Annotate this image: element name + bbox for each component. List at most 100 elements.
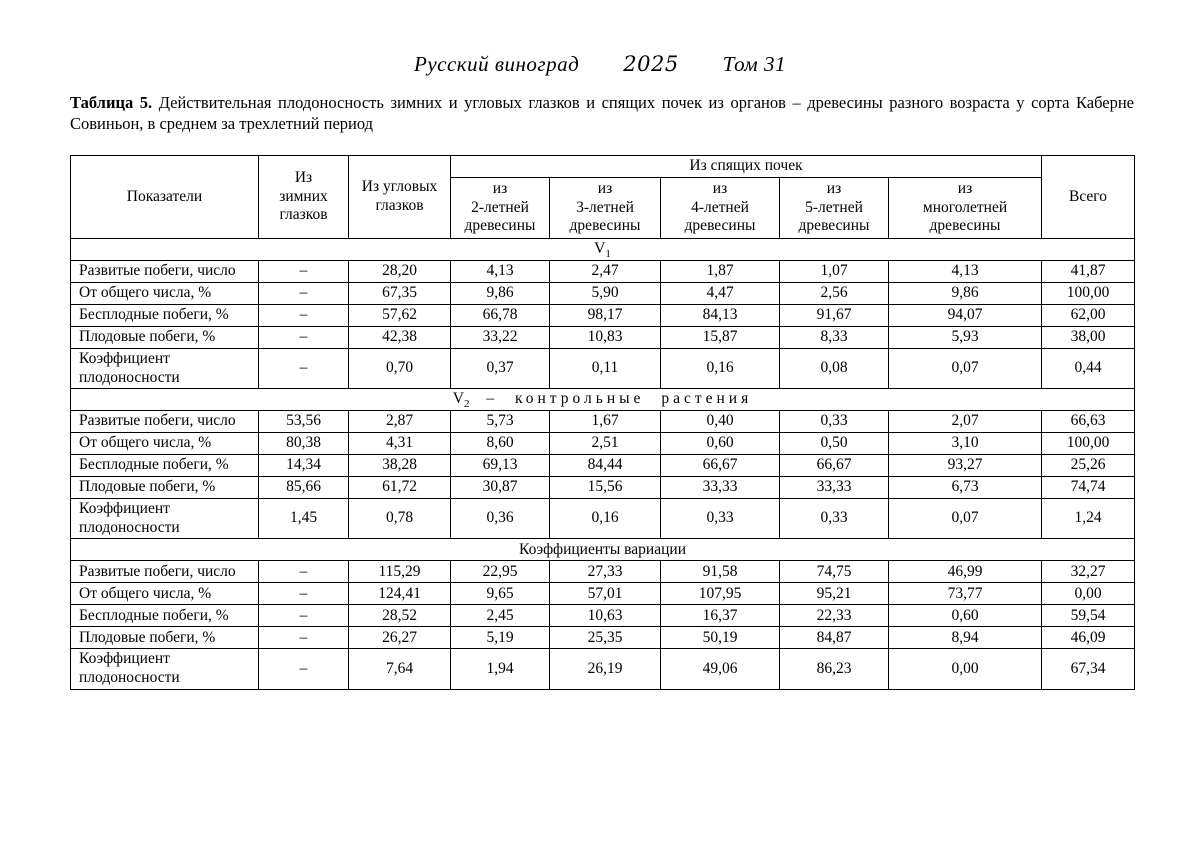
value-cell: 107,95 [660,582,780,606]
value-cell: 10,63 [549,604,661,628]
value-cell: 0,00 [887,648,1043,690]
value-cell: 100,00 [1041,432,1136,456]
value-cell: 94,07 [887,304,1043,327]
value-cell: 66,63 [1041,410,1136,434]
value-cell: 1,07 [779,260,889,283]
value-cell: 61,72 [348,476,451,500]
value-cell: 2,87 [348,410,451,434]
value-cell: 0,70 [348,347,451,390]
value-cell: 6,73 [887,476,1043,500]
value-cell: 59,54 [1041,604,1136,628]
value-cell: 74,75 [779,560,889,584]
section-heading-subscript: 2 [464,398,470,411]
value-cell: 22,95 [450,560,550,584]
value-cell: 4,13 [450,260,550,283]
value-cell: 41,87 [1041,260,1136,283]
value-cell: 2,45 [450,604,550,628]
row-label: Плодовые побеги, % [70,626,259,650]
col-header-indicators: Показатели [70,155,259,239]
value-cell: 1,45 [258,498,349,540]
value-cell: 0,78 [348,498,451,540]
row-label: Плодовые побеги, % [70,476,259,500]
journal-title: Русский виноград [414,52,580,76]
value-cell: 33,33 [779,476,889,500]
section-heading-subscript: 1 [605,248,611,261]
value-cell: – [258,648,349,690]
value-cell: 9,86 [450,282,550,305]
value-cell: 84,13 [660,304,780,327]
section-heading: V2 – контрольные растения [69,388,1136,412]
value-cell: 26,19 [549,648,661,690]
value-cell: 26,27 [348,626,451,650]
row-label: Бесплодные побеги, % [70,454,259,478]
table-row: Коэффициент плодоносности –7,64 1,94 26,19 4… [70,648,1136,690]
table-caption-label: Таблица 5. [70,93,153,112]
value-cell: 14,34 [258,454,349,478]
value-cell: – [258,604,349,628]
value-cell: 25,35 [549,626,661,650]
value-cell: 93,27 [887,454,1043,478]
value-cell: 1,94 [450,648,550,690]
value-cell: 86,23 [779,648,889,690]
value-cell: 16,37 [660,604,780,628]
value-cell: 32,27 [1041,560,1136,584]
value-cell: 9,86 [887,282,1043,305]
value-cell: 57,62 [348,304,451,327]
col-header-wood-5yr: из 5-летней древесины [779,177,889,239]
section-heading-base: V [594,240,606,258]
value-cell: 74,74 [1041,476,1136,500]
col-header-angular-buds: Из угловых глазков [348,155,451,239]
col-header-wood-4yr: из 4-летней древесины [660,177,780,239]
value-cell: – [258,626,349,650]
value-cell: 28,52 [348,604,451,628]
value-cell: 66,67 [779,454,889,478]
value-cell: 42,38 [348,326,451,349]
section-heading-row: Коэффициенты вариации [69,538,1136,562]
value-cell: 4,13 [887,260,1043,283]
value-cell: 91,67 [779,304,889,327]
value-cell: 91,58 [660,560,780,584]
running-head: Русский виноград 2025 Том 31 [0,52,1200,77]
value-cell: 62,00 [1041,304,1136,327]
value-cell: 0,16 [660,347,780,390]
table-caption: Таблица 5. Действительная плодоносность … [70,92,1134,134]
row-label: Коэффициент плодоносности [70,347,259,390]
value-cell: 7,64 [348,648,451,690]
value-cell: – [258,347,349,390]
value-cell: 0,07 [887,347,1043,390]
value-cell: 5,73 [450,410,550,434]
value-cell: 4,31 [348,432,451,456]
value-cell: 67,34 [1041,648,1136,690]
value-cell: 8,60 [450,432,550,456]
value-cell: 2,07 [887,410,1043,434]
value-cell: – [258,560,349,584]
section-heading-base: Коэффициенты вариации [519,540,686,558]
value-cell: 0,08 [779,347,889,390]
value-cell: 30,87 [450,476,550,500]
row-label: От общего числа, % [70,582,259,606]
table-row: Развитые побеги, число 53,56 2,87 5,73 1,67 0… [70,410,1136,434]
value-cell: 1,87 [660,260,780,283]
value-cell: 124,41 [348,582,451,606]
value-cell: 57,01 [549,582,661,606]
row-label: От общего числа, % [70,282,259,305]
value-cell: 0,33 [779,410,889,434]
row-label: Развитые побеги, число [70,560,259,584]
value-cell: – [258,260,349,283]
table-row: Коэффициент плодоносности –0,70 0,37 0,11 0,… [70,347,1136,390]
col-header-winter-buds: Из зимних глазков [258,155,349,239]
section-heading: V1 [69,238,1136,261]
section-heading-base: V [452,390,464,408]
section-heading-row: V2 – контрольные растения [69,388,1136,412]
value-cell: 0,00 [1041,582,1136,606]
value-cell: 98,17 [549,304,661,327]
value-cell: 9,65 [450,582,550,606]
value-cell: 5,93 [887,326,1043,349]
journal-year: 2025 [623,52,679,76]
row-label: Плодовые побеги, % [70,326,259,349]
value-cell: 66,67 [660,454,780,478]
table-header: Показатели Из зимних глазков Из угловых … [70,155,1136,239]
value-cell: 73,77 [887,582,1043,606]
value-cell: 2,47 [549,260,661,283]
value-cell: 0,60 [887,604,1043,628]
